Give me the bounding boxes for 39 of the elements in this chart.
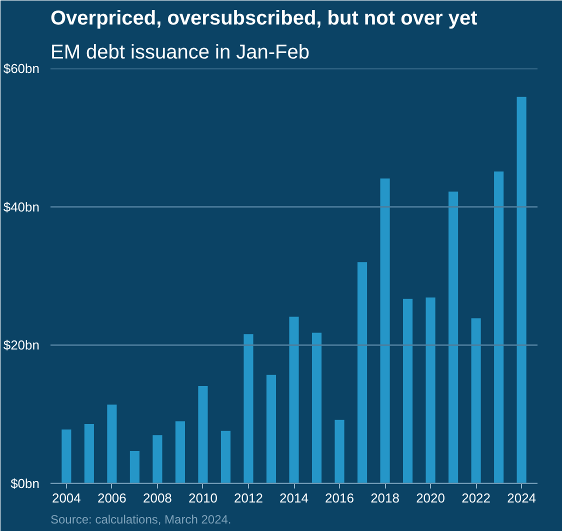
x-tick-label: 2008 xyxy=(143,490,172,506)
bar xyxy=(289,316,299,484)
bar xyxy=(334,420,344,484)
x-tick-label: 2024 xyxy=(507,490,536,506)
x-tick-label: 2014 xyxy=(280,490,308,506)
bar xyxy=(494,172,504,484)
y-tick-label: $20bn xyxy=(3,338,40,353)
bar xyxy=(244,334,254,484)
x-tick-label: 2018 xyxy=(370,490,400,506)
chart-subtitle: EM debt issuance in Jan-Feb xyxy=(50,42,310,64)
bar xyxy=(266,374,276,484)
x-tick-label: 2010 xyxy=(188,490,218,506)
source-note: Source: calculations, March 2024. xyxy=(50,512,232,526)
bar xyxy=(107,404,117,484)
bar xyxy=(312,332,322,484)
x-tick-label: 2016 xyxy=(325,490,354,506)
x-tick-label: 2004 xyxy=(52,490,81,506)
chart-title: Overpriced, oversubscribed, but not over yet xyxy=(50,8,478,30)
y-tick-label: $0bn xyxy=(10,476,40,491)
bar xyxy=(516,96,526,484)
bar xyxy=(175,421,185,484)
bar xyxy=(130,450,140,484)
bar xyxy=(62,430,72,484)
bar xyxy=(380,178,390,484)
x-tick-label: 2020 xyxy=(416,490,446,506)
bar xyxy=(403,298,413,484)
bar xyxy=(448,192,458,484)
y-tick-label: $40bn xyxy=(3,199,40,214)
bar xyxy=(198,386,208,484)
bar xyxy=(220,430,231,484)
bar xyxy=(426,297,436,484)
bar xyxy=(152,435,162,484)
x-tick-label: 2006 xyxy=(97,490,126,506)
bar xyxy=(357,262,368,484)
x-tick-label: 2022 xyxy=(462,490,491,506)
x-tick-label: 2012 xyxy=(234,490,263,506)
y-tick-label: $60bn xyxy=(3,61,40,76)
bar xyxy=(471,318,481,484)
bar xyxy=(84,424,94,484)
